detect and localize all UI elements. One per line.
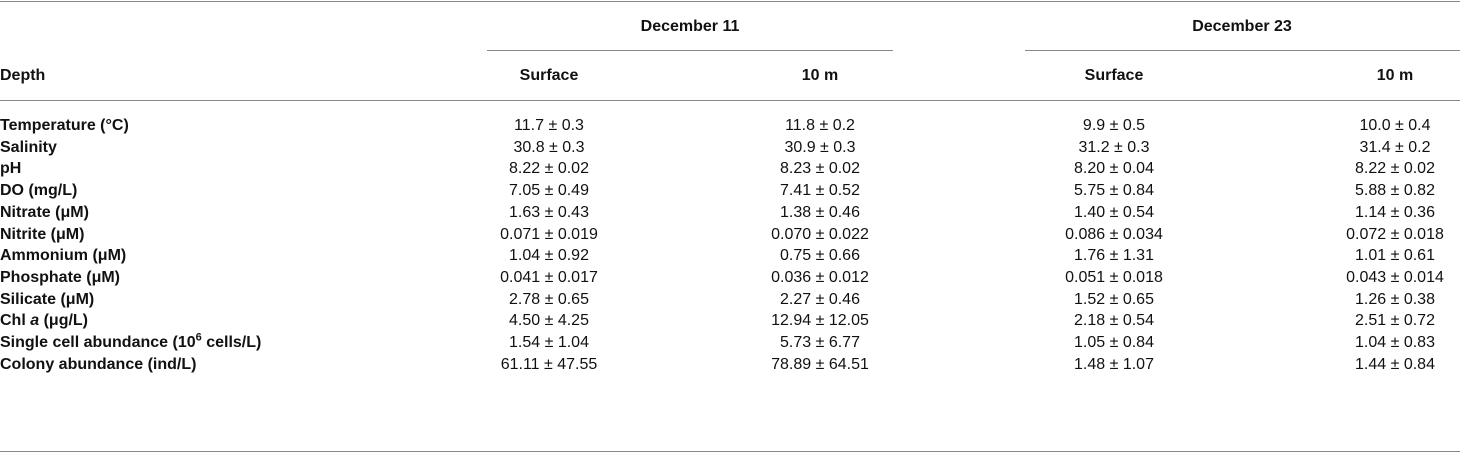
row-label: Phosphate (μM)	[0, 268, 120, 288]
cell: 4.50 ± 4.25	[509, 312, 589, 330]
cell: 9.9 ± 0.5	[1082, 117, 1146, 134]
cell: 1.76 ± 1.31	[1074, 247, 1154, 265]
group-rule	[1025, 50, 1460, 51]
label-text: 6	[195, 331, 202, 344]
cell: 0.071 ± 0.019	[500, 225, 598, 243]
cell: 30.9 ± 0.3	[784, 138, 856, 156]
label-text: Ammonium (μM)	[0, 247, 127, 265]
cell: 8.20 ± 0.04	[1074, 160, 1154, 178]
cell: 2.27 ± 0.46	[780, 290, 860, 308]
row-label: Silicate (μM)	[0, 290, 94, 310]
cell: 1.54 ± 1.04	[509, 334, 589, 351]
cell: 8.22 ± 0.02	[1355, 160, 1435, 178]
cell: 0.75 ± 0.66	[780, 247, 860, 265]
label-text: Phosphate (μM)	[0, 268, 121, 286]
row-header: Depth	[0, 67, 46, 84]
cell: 1.01 ± 0.61	[1355, 247, 1435, 265]
cell: 7.41 ± 0.52	[780, 182, 860, 200]
row-label: Temperature (°C)	[0, 116, 129, 136]
cell: 8.23 ± 0.02	[780, 160, 860, 178]
cell: 1.05 ± 0.84	[1074, 334, 1154, 351]
column-header: 10 m	[801, 67, 839, 84]
cell: 2.51 ± 0.72	[1355, 312, 1435, 330]
label-text: Silicate (μM)	[0, 290, 95, 308]
cell: 11.7 ± 0.3	[514, 117, 584, 134]
row-label: Salinity	[0, 138, 57, 158]
label-text: Nitrate (μM)	[0, 203, 89, 221]
row-label: Ammonium (μM)	[0, 246, 126, 266]
cell: 1.63 ± 0.43	[509, 203, 589, 221]
cell: 0.041 ± 0.017	[500, 268, 598, 286]
cell: 2.78 ± 0.65	[509, 290, 589, 308]
cell: 12.94 ± 12.05	[771, 312, 869, 330]
label-text: a	[30, 312, 40, 330]
cell: 2.18 ± 0.54	[1074, 312, 1154, 330]
row-label: Colony abundance (ind/L)	[0, 355, 196, 375]
row-label: Single cell abundance (106 cells/L)	[0, 331, 262, 353]
label-text: Nitrite (μM)	[0, 225, 85, 243]
cell: 1.44 ± 0.84	[1355, 355, 1435, 373]
cell: 1.38 ± 0.46	[780, 203, 860, 221]
cell: 1.04 ± 0.92	[509, 247, 589, 265]
column-header: Surface	[519, 67, 579, 84]
cell: 30.8 ± 0.3	[513, 138, 585, 156]
cell: 0.072 ± 0.018	[1346, 225, 1444, 243]
label-text: Chl	[0, 312, 31, 330]
cell: 0.070 ± 0.022	[771, 225, 869, 243]
cell: 7.05 ± 0.49	[509, 182, 589, 200]
label-text: (μg/L)	[39, 312, 89, 330]
label-text: DO (mg/L)	[0, 182, 78, 200]
cell: 1.26 ± 0.38	[1355, 290, 1435, 308]
column-header: 10 m	[1376, 67, 1414, 84]
label-text: Colony abundance (ind/L)	[0, 355, 197, 373]
cell: 0.043 ± 0.014	[1346, 268, 1444, 286]
label-text: cells/L)	[201, 334, 262, 351]
bottom-rule	[0, 451, 1460, 452]
label-text: Temperature (°C)	[0, 117, 129, 134]
cell: 11.8 ± 0.2	[785, 117, 855, 134]
cell: 1.52 ± 0.65	[1074, 290, 1154, 308]
group-header: December 23	[1192, 18, 1292, 35]
column-header: Surface	[1084, 67, 1144, 84]
cell: 31.4 ± 0.2	[1359, 138, 1431, 156]
cell: 1.48 ± 1.07	[1074, 355, 1154, 373]
label-text: Salinity	[0, 138, 57, 156]
group-rule	[487, 50, 893, 51]
group-header: December 11	[640, 18, 740, 35]
cell: 10.0 ± 0.4	[1359, 117, 1431, 134]
cell: 1.14 ± 0.36	[1355, 203, 1435, 221]
cell: 5.88 ± 0.82	[1355, 182, 1435, 200]
header-rule	[0, 100, 1460, 101]
cell: 1.40 ± 0.54	[1074, 203, 1154, 221]
cell: 5.73 ± 6.77	[780, 334, 860, 351]
row-label: Chl a (μg/L)	[0, 311, 88, 331]
row-label: Nitrate (μM)	[0, 203, 89, 223]
cell: 0.051 ± 0.018	[1065, 268, 1163, 286]
row-label: pH	[0, 159, 21, 179]
cell: 78.89 ± 64.51	[771, 355, 869, 373]
cell: 0.036 ± 0.012	[771, 268, 869, 286]
cell: 0.086 ± 0.034	[1065, 225, 1163, 243]
label-text: pH	[0, 160, 22, 178]
row-label: Nitrite (μM)	[0, 225, 84, 245]
cell: 5.75 ± 0.84	[1074, 182, 1154, 200]
cell: 8.22 ± 0.02	[509, 160, 589, 178]
cell: 31.2 ± 0.3	[1078, 138, 1150, 156]
row-label: DO (mg/L)	[0, 181, 77, 201]
top-rule	[0, 1, 1460, 2]
cell: 61.11 ± 47.55	[500, 355, 598, 373]
label-text: Single cell abundance (10	[0, 334, 196, 351]
cell: 1.04 ± 0.83	[1355, 334, 1435, 351]
